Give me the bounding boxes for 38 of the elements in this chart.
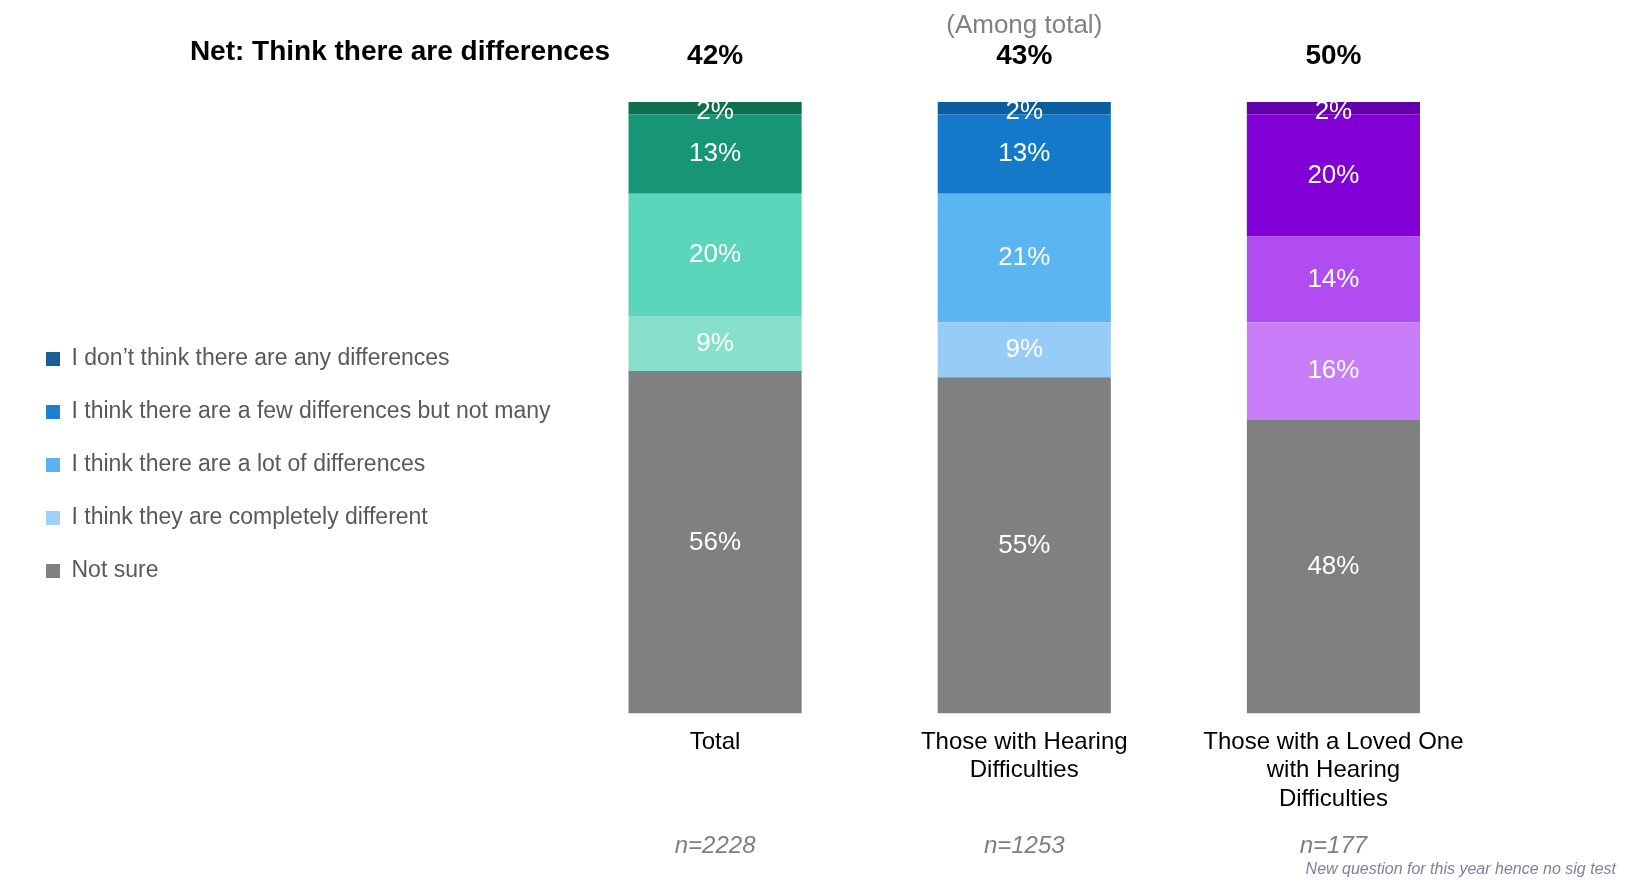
bar [937, 322, 1111, 378]
bar [937, 377, 1111, 714]
data-label: 9% [1005, 332, 1044, 363]
bar [1246, 420, 1420, 714]
legend-label: I think there are a few differences but not many [71, 397, 552, 424]
bar [1246, 236, 1420, 323]
bar [628, 193, 802, 317]
data-label: 20% [1307, 158, 1360, 189]
legend-label: I think there are a lot of differences [71, 450, 426, 477]
data-label: 55% [998, 528, 1051, 559]
text: 50% [1305, 38, 1362, 70]
text: 42% [687, 38, 744, 70]
data-label: 13% [689, 137, 742, 168]
text: n=177 [1299, 830, 1369, 858]
data-label: 21% [998, 241, 1051, 272]
chart-subtitle: (Among total) [946, 9, 1103, 40]
bar [1246, 322, 1420, 421]
bar [628, 316, 802, 372]
x-tick-label: Those with a Loved One with Hearing Difficulties [1203, 726, 1464, 812]
text: Net: Think there are differences [189, 34, 610, 66]
text: 43% [996, 38, 1053, 70]
x-tick-label: Total [689, 726, 741, 754]
legend-label: I don’t think there are any differences [71, 344, 450, 371]
bar [628, 371, 802, 714]
data-label: 13% [998, 137, 1051, 168]
bar [937, 193, 1111, 323]
data-label: 14% [1307, 262, 1360, 293]
legend-label: Not sure [71, 556, 159, 583]
text: n=2228 [674, 830, 757, 858]
data-label: 16% [1307, 354, 1360, 385]
data-label: 9% [696, 326, 734, 357]
data-label: 48% [1307, 549, 1360, 580]
data-label: 20% [689, 238, 742, 269]
text: New question for this year hence no sig test [1305, 860, 1617, 878]
legend-label: I think they are completely different [71, 503, 429, 530]
text: n=1253 [983, 830, 1066, 858]
data-label: 56% [689, 525, 742, 556]
x-tick-label: Those with Hearing Difficulties [920, 726, 1128, 783]
